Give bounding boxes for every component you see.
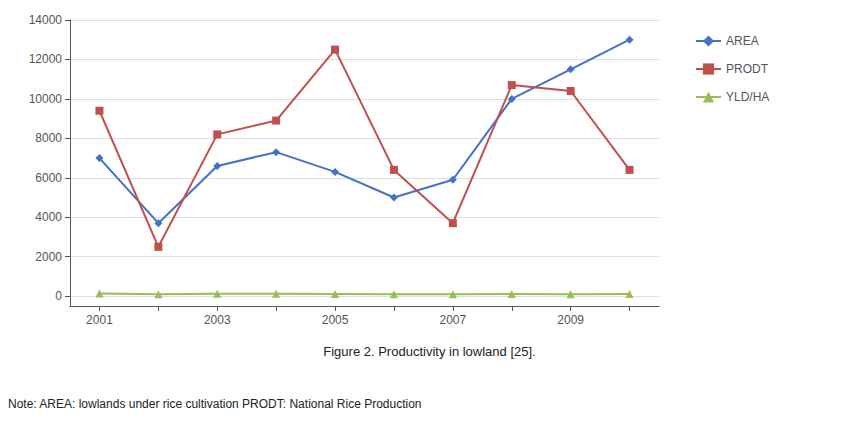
svg-text:4000: 4000 xyxy=(35,210,62,224)
svg-text:2009: 2009 xyxy=(557,313,584,327)
svg-text:14000: 14000 xyxy=(29,13,63,27)
svg-text:AREA: AREA xyxy=(726,34,759,48)
svg-text:2007: 2007 xyxy=(439,313,466,327)
svg-text:10000: 10000 xyxy=(29,92,63,106)
svg-text:Note: AREA: lowlands under ric: Note: AREA: lowlands under rice cultivat… xyxy=(8,397,422,411)
svg-text:YLD/HA: YLD/HA xyxy=(726,90,769,104)
svg-text:2003: 2003 xyxy=(204,313,231,327)
svg-text:2000: 2000 xyxy=(35,250,62,264)
svg-text:2005: 2005 xyxy=(322,313,349,327)
svg-text:2001: 2001 xyxy=(86,313,113,327)
svg-text:PRODT: PRODT xyxy=(726,62,769,76)
svg-text:12000: 12000 xyxy=(29,52,63,66)
svg-text:Figure 2. Productivity in lowl: Figure 2. Productivity in lowland [25]. xyxy=(323,344,535,359)
svg-text:0: 0 xyxy=(55,289,62,303)
svg-text:8000: 8000 xyxy=(35,131,62,145)
svg-text:6000: 6000 xyxy=(35,171,62,185)
